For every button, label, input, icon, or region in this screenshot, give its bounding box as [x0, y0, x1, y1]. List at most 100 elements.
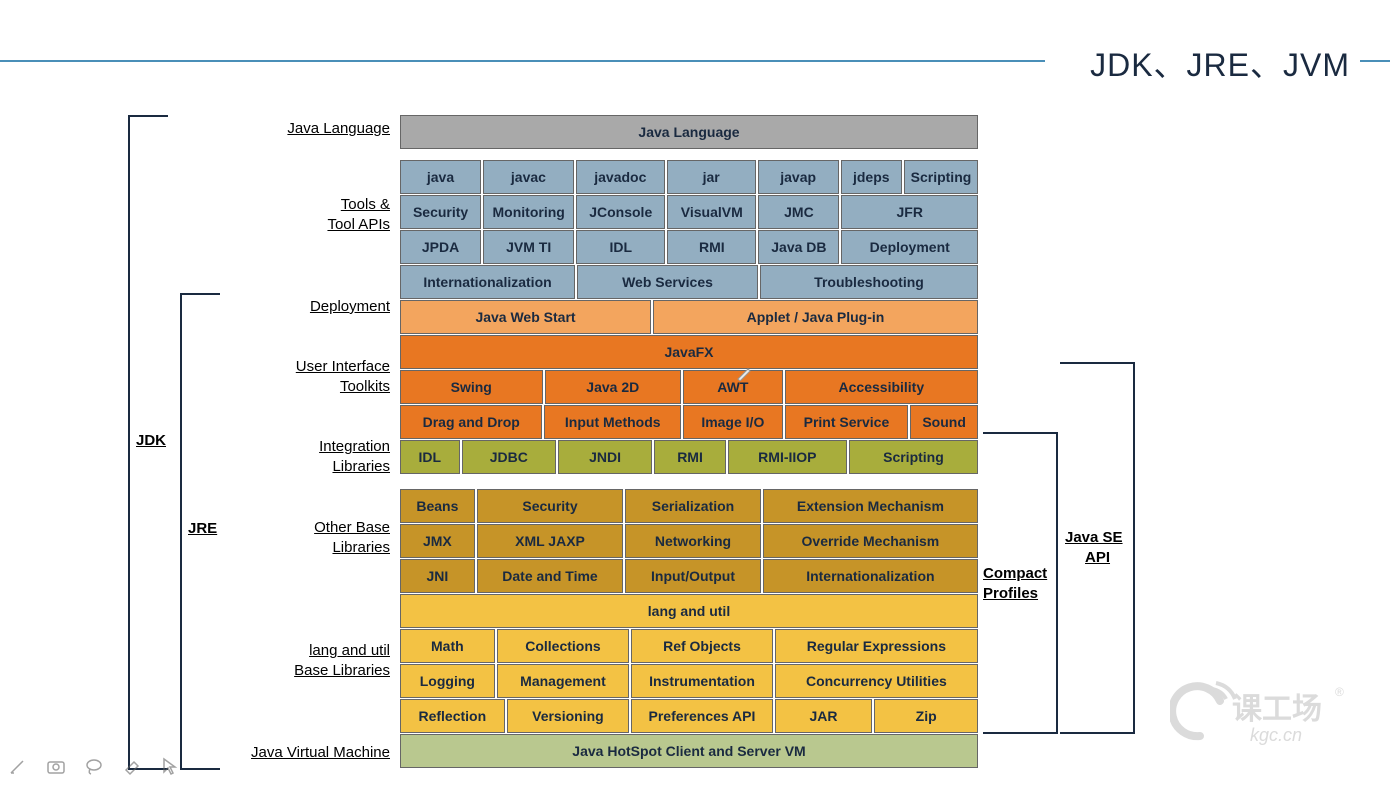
diagram-cell: Extension Mechanism: [763, 489, 978, 523]
diagram-cell: Versioning: [507, 699, 630, 733]
presentation-toolbar: [8, 756, 180, 776]
pointer-icon[interactable]: [160, 756, 180, 776]
diagram-cell: lang and util: [400, 594, 978, 628]
row-tools-4: InternationalizationWeb ServicesTroubles…: [400, 265, 978, 299]
diagram-cell: Monitoring: [483, 195, 574, 229]
diagram-cell: Web Services: [577, 265, 758, 299]
diagram-cell: RMI: [667, 230, 756, 264]
diagram-cell: Java Language: [400, 115, 978, 149]
diagram-cell: Zip: [874, 699, 978, 733]
diagram-cell: javadoc: [576, 160, 665, 194]
label-java-language: Java Language: [260, 120, 390, 137]
diagram-cell: Regular Expressions: [775, 629, 978, 663]
header-rule-right: [1360, 60, 1390, 62]
diagram-cell: Image I/O: [683, 405, 783, 439]
bracket-javase: [1060, 362, 1135, 734]
header-rule-left: [0, 60, 1045, 62]
label-compact-2: Profiles: [983, 585, 1038, 602]
diagram-cell: Concurrency Utilities: [775, 664, 978, 698]
logo-subtext: kgc.cn: [1250, 725, 1302, 745]
diagram-cell: Java HotSpot Client and Server VM: [400, 734, 978, 768]
diagram-cell: Accessibility: [785, 370, 978, 404]
diagram-cell: Java 2D: [545, 370, 682, 404]
diagram-cell: JNI: [400, 559, 475, 593]
cursor-brush-icon: [736, 365, 752, 381]
watermark-logo: 课工场 kgc.cn ®: [1170, 681, 1350, 756]
diagram-cell: Scripting: [904, 160, 978, 194]
label-javase-1: Java SE: [1065, 529, 1123, 546]
svg-text:®: ®: [1335, 685, 1344, 699]
diagram-cell: Sound: [910, 405, 978, 439]
diagram-cell: RMI-IIOP: [728, 440, 847, 474]
bracket-compact: [983, 432, 1058, 734]
label-langutil-2: Base Libraries: [260, 662, 390, 679]
diagram-cell: Instrumentation: [631, 664, 773, 698]
label-jvm: Java Virtual Machine: [210, 744, 390, 761]
diagram-cell: JAR: [775, 699, 873, 733]
diagram-cell: javap: [758, 160, 839, 194]
lasso-icon[interactable]: [84, 756, 104, 776]
diagram-cell: JConsole: [576, 195, 665, 229]
camera-icon[interactable]: [46, 756, 66, 776]
diagram-cell: JMX: [400, 524, 475, 558]
page-header: JDK、JRE、JVM: [0, 35, 1390, 75]
diagram-cell: Print Service: [785, 405, 909, 439]
diagram-cell: Scripting: [849, 440, 978, 474]
diagram-cell: Internationalization: [400, 265, 575, 299]
diagram-cell: Applet / Java Plug-in: [653, 300, 978, 334]
row-ui-2: Drag and DropInput MethodsImage I/OPrint…: [400, 405, 978, 439]
label-compact-1: Compact: [983, 565, 1047, 582]
label-ui-1: User Interface: [260, 358, 390, 375]
diagram-cell: Beans: [400, 489, 475, 523]
label-other-2: Libraries: [260, 539, 390, 556]
label-javase-2: API: [1085, 549, 1110, 566]
label-integ-1: Integration: [260, 438, 390, 455]
row-integration: IDLJDBCJNDIRMIRMI-IIOPScripting: [400, 440, 978, 474]
row-jvm: Java HotSpot Client and Server VM: [400, 734, 978, 768]
row-tools-2: SecurityMonitoringJConsoleVisualVMJMCJFR: [400, 195, 978, 229]
diagram-cell: Ref Objects: [631, 629, 773, 663]
diagram-cell: Logging: [400, 664, 495, 698]
diagram-cell: Deployment: [841, 230, 978, 264]
diagram-cell: Troubleshooting: [760, 265, 978, 299]
label-langutil-1: lang and util: [260, 642, 390, 659]
diagram-cell: JNDI: [558, 440, 652, 474]
diagram-cell: Security: [400, 195, 481, 229]
diagram-cell: java: [400, 160, 481, 194]
row-langutil-1: MathCollectionsRef ObjectsRegular Expres…: [400, 629, 978, 663]
diagram-cell: JavaFX: [400, 335, 978, 369]
diagram-cell: Date and Time: [477, 559, 623, 593]
row-langutil-3: ReflectionVersioningPreferences APIJARZi…: [400, 699, 978, 733]
row-langutil-2: LoggingManagementInstrumentationConcurre…: [400, 664, 978, 698]
diagram-cell: AWT: [683, 370, 783, 404]
row-other-3: JNIDate and TimeInput/OutputInternationa…: [400, 559, 978, 593]
diagram-cell: Collections: [497, 629, 630, 663]
logo-text: 课工场: [1232, 693, 1322, 726]
label-jre: JRE: [188, 520, 217, 537]
diagram-cell: Input/Output: [625, 559, 761, 593]
diagram-cell: Drag and Drop: [400, 405, 542, 439]
row-tools-3: JPDAJVM TIIDLRMIJava DBDeployment: [400, 230, 978, 264]
diagram-cell: JMC: [758, 195, 839, 229]
diagram-cell: Input Methods: [544, 405, 681, 439]
label-integ-2: Libraries: [260, 458, 390, 475]
label-jdk: JDK: [136, 432, 166, 449]
label-ui-2: Toolkits: [260, 378, 390, 395]
label-deployment: Deployment: [260, 298, 390, 315]
pen-icon[interactable]: [8, 756, 28, 776]
page-title: JDK、JRE、JVM: [1090, 40, 1350, 86]
diagram-cell: JDBC: [462, 440, 556, 474]
eraser-icon[interactable]: [122, 756, 142, 776]
diagram-cell: RMI: [654, 440, 726, 474]
diagram-cell: JFR: [841, 195, 978, 229]
diagram-cell: jdeps: [841, 160, 902, 194]
diagram-cell: Reflection: [400, 699, 505, 733]
diagram-cell: Java Web Start: [400, 300, 651, 334]
row-java-language: Java Language: [400, 115, 978, 149]
label-tools-2: Tool APIs: [260, 216, 390, 233]
diagram-cell: Java DB: [758, 230, 839, 264]
diagram-cell: Swing: [400, 370, 543, 404]
diagram-cell: IDL: [400, 440, 460, 474]
diagram-cell: Management: [497, 664, 630, 698]
row-tools-1: javajavacjavadocjarjavapjdepsScripting: [400, 160, 978, 194]
